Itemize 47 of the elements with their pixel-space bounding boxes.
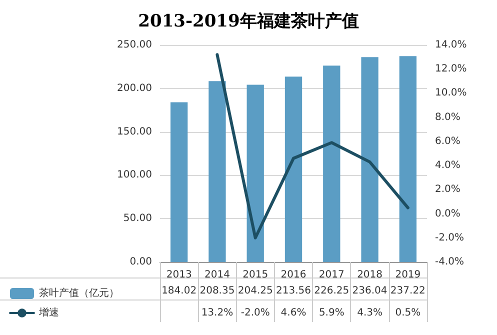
bar — [170, 102, 188, 262]
data-label: 236.04 — [352, 286, 388, 296]
x-tick-label: 2017 — [318, 270, 344, 280]
x-tick-label: 2013 — [166, 270, 192, 280]
y2-tick-label: -4.0% — [435, 256, 464, 268]
bar — [323, 66, 340, 262]
y-tick-label: 50.00 — [123, 213, 152, 224]
x-tick-label: 2014 — [204, 270, 230, 280]
data-label: 237.22 — [390, 286, 426, 296]
data-label: 0.5% — [395, 308, 421, 318]
y2-tick-label: 8.0% — [435, 112, 460, 123]
bar — [361, 57, 378, 262]
y-tick-label: 0.00 — [130, 256, 152, 268]
y2-tick-label: 2.0% — [435, 184, 460, 196]
data-label: 184.02 — [162, 286, 197, 296]
data-label: 226.25 — [314, 286, 350, 296]
legend-label: 增速 — [38, 306, 59, 318]
bar — [399, 56, 417, 262]
data-label: 208.35 — [200, 286, 235, 296]
line-series — [216, 53, 410, 240]
data-label: 4.3% — [357, 308, 382, 318]
y2-tick-label: 12.0% — [435, 64, 467, 75]
x-tick-label: 2019 — [395, 270, 421, 280]
data-label: -2.0% — [240, 308, 270, 318]
x-tick-label: 2018 — [357, 270, 383, 280]
y2-tick-label: 14.0% — [435, 40, 467, 50]
bar — [284, 76, 302, 262]
y-tick-label: 200.00 — [117, 82, 152, 94]
x-tick-label: 2015 — [242, 270, 268, 280]
legend-label: 茶叶产值（亿元） — [39, 287, 119, 299]
y2-tick-label: 6.0% — [435, 136, 460, 147]
y-tick-label: 100.00 — [117, 170, 152, 181]
data-label: 213.56 — [276, 286, 311, 296]
y2-tick-label: 4.0% — [435, 160, 460, 172]
y-tick-label: 150.00 — [117, 126, 152, 138]
x-tick-label: 2016 — [280, 270, 306, 280]
bar — [246, 84, 264, 262]
data-label: 5.9% — [318, 308, 344, 318]
chart-title: 2013-2019年福建茶叶产值 — [138, 12, 359, 32]
y2-tick-label: 0.0% — [435, 208, 460, 220]
y2-tick-label: -2.0% — [435, 232, 464, 244]
y2-tick-label: 10.0% — [435, 88, 467, 99]
y-tick-label: 250.00 — [117, 40, 152, 50]
data-label: 204.25 — [238, 286, 273, 296]
data-label: 13.2% — [201, 308, 234, 318]
data-label: 4.6% — [280, 308, 306, 318]
bar — [208, 81, 226, 262]
